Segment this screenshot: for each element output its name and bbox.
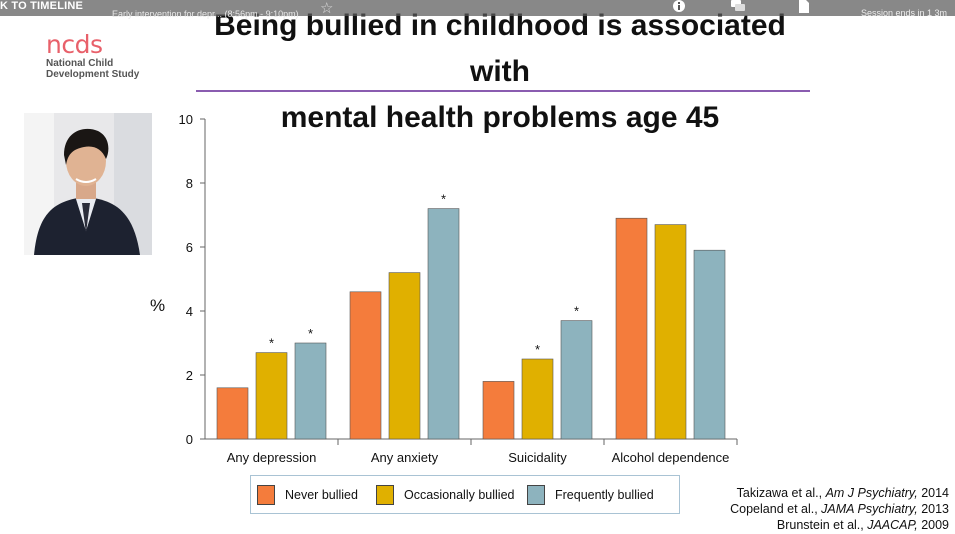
legend-item-frequently: Frequently bullied: [527, 485, 654, 505]
legend-label-never: Never bullied: [285, 488, 358, 502]
bar-1-0: [349, 291, 382, 440]
presenter-photo: [24, 113, 152, 255]
bar-1-2: [427, 208, 460, 440]
legend-label-frequently: Frequently bullied: [555, 488, 654, 502]
bar-3-1: [654, 224, 687, 440]
legend-swatch-frequently: [527, 485, 545, 505]
reference-3: Brunstein et al., JAACAP, 2009: [730, 517, 949, 533]
y-axis-label: %: [150, 296, 166, 315]
significance-star-2-1: *: [535, 342, 540, 357]
legend-item-occasionally: Occasionally bullied: [376, 485, 514, 505]
y-tick-label-5: 10: [179, 112, 193, 127]
legend-swatch-never: [257, 485, 275, 505]
reference-2: Copeland et al., JAMA Psychiatry, 2013: [730, 501, 949, 517]
bar-1-1: [388, 272, 421, 440]
title-underline: [196, 90, 810, 92]
document-icon[interactable]: [796, 0, 812, 14]
session-title: Early intervention for depr... (8:56pm -…: [112, 9, 299, 19]
bar-3-0: [615, 217, 648, 440]
logo-line-2: Development Study: [46, 69, 140, 80]
chart-legend: Never bullied Occasionally bullied Frequ…: [250, 475, 680, 514]
reference-1-authors: Takizawa et al.,: [736, 486, 826, 500]
category-label-2: Suicidality: [508, 450, 567, 465]
references: Takizawa et al., Am J Psychiatry, 2014 C…: [730, 485, 949, 533]
reference-2-journal: JAMA Psychiatry,: [821, 502, 918, 516]
legend-label-occasionally: Occasionally bullied: [404, 488, 515, 502]
category-label-1: Any anxiety: [371, 450, 439, 465]
legend-item-never: Never bullied: [257, 485, 358, 505]
significance-star-1-2: *: [441, 192, 446, 207]
bar-2-1: [521, 358, 554, 440]
significance-star-2-2: *: [574, 304, 579, 319]
session-ends-timer: Session ends in 1 3m: [861, 8, 948, 18]
chat-icon[interactable]: [730, 0, 746, 14]
reference-1-journal: Am J Psychiatry,: [825, 486, 918, 500]
star-icon[interactable]: ☆: [320, 0, 334, 17]
reference-2-year: 2013: [917, 502, 949, 516]
y-tick-label-2: 4: [186, 304, 193, 319]
player-top-bar: K TO TIMELINE Early intervention for dep…: [0, 0, 955, 19]
slide-title-line-2: mental health problems age 45: [280, 101, 720, 134]
y-tick-label-0: 0: [186, 432, 193, 447]
reference-2-authors: Copeland et al.,: [730, 502, 822, 516]
reference-1: Takizawa et al., Am J Psychiatry, 2014: [730, 485, 949, 501]
back-to-timeline-link[interactable]: K TO TIMELINE: [0, 0, 84, 12]
info-icon[interactable]: [671, 0, 687, 14]
bar-3-2: [693, 249, 726, 440]
ncds-logo: ncds National Child Development Study: [46, 30, 140, 81]
y-tick-label-1: 2: [186, 368, 193, 383]
bar-0-1: [255, 352, 288, 440]
bar-0-2: [294, 342, 327, 440]
legend-swatch-occasionally: [376, 485, 394, 505]
category-label-3: Alcohol dependence: [612, 450, 730, 465]
logo-mark: ncds: [46, 30, 103, 59]
reference-3-authors: Brunstein et al.,: [776, 518, 868, 532]
bar-2-2: [560, 320, 593, 440]
bar-0-0: [216, 387, 249, 440]
reference-1-year: 2014: [917, 486, 949, 500]
significance-star-0-2: *: [308, 326, 313, 341]
reference-3-year: 2009: [917, 518, 949, 532]
reference-3-journal: JAACAP,: [867, 518, 918, 532]
significance-star-0-1: *: [269, 336, 274, 351]
bar-2-0: [482, 381, 515, 440]
logo-line-1: National Child: [46, 58, 114, 69]
y-tick-label-3: 6: [186, 240, 193, 255]
category-label-0: Any depression: [227, 450, 317, 465]
y-tick-label-4: 8: [186, 176, 193, 191]
